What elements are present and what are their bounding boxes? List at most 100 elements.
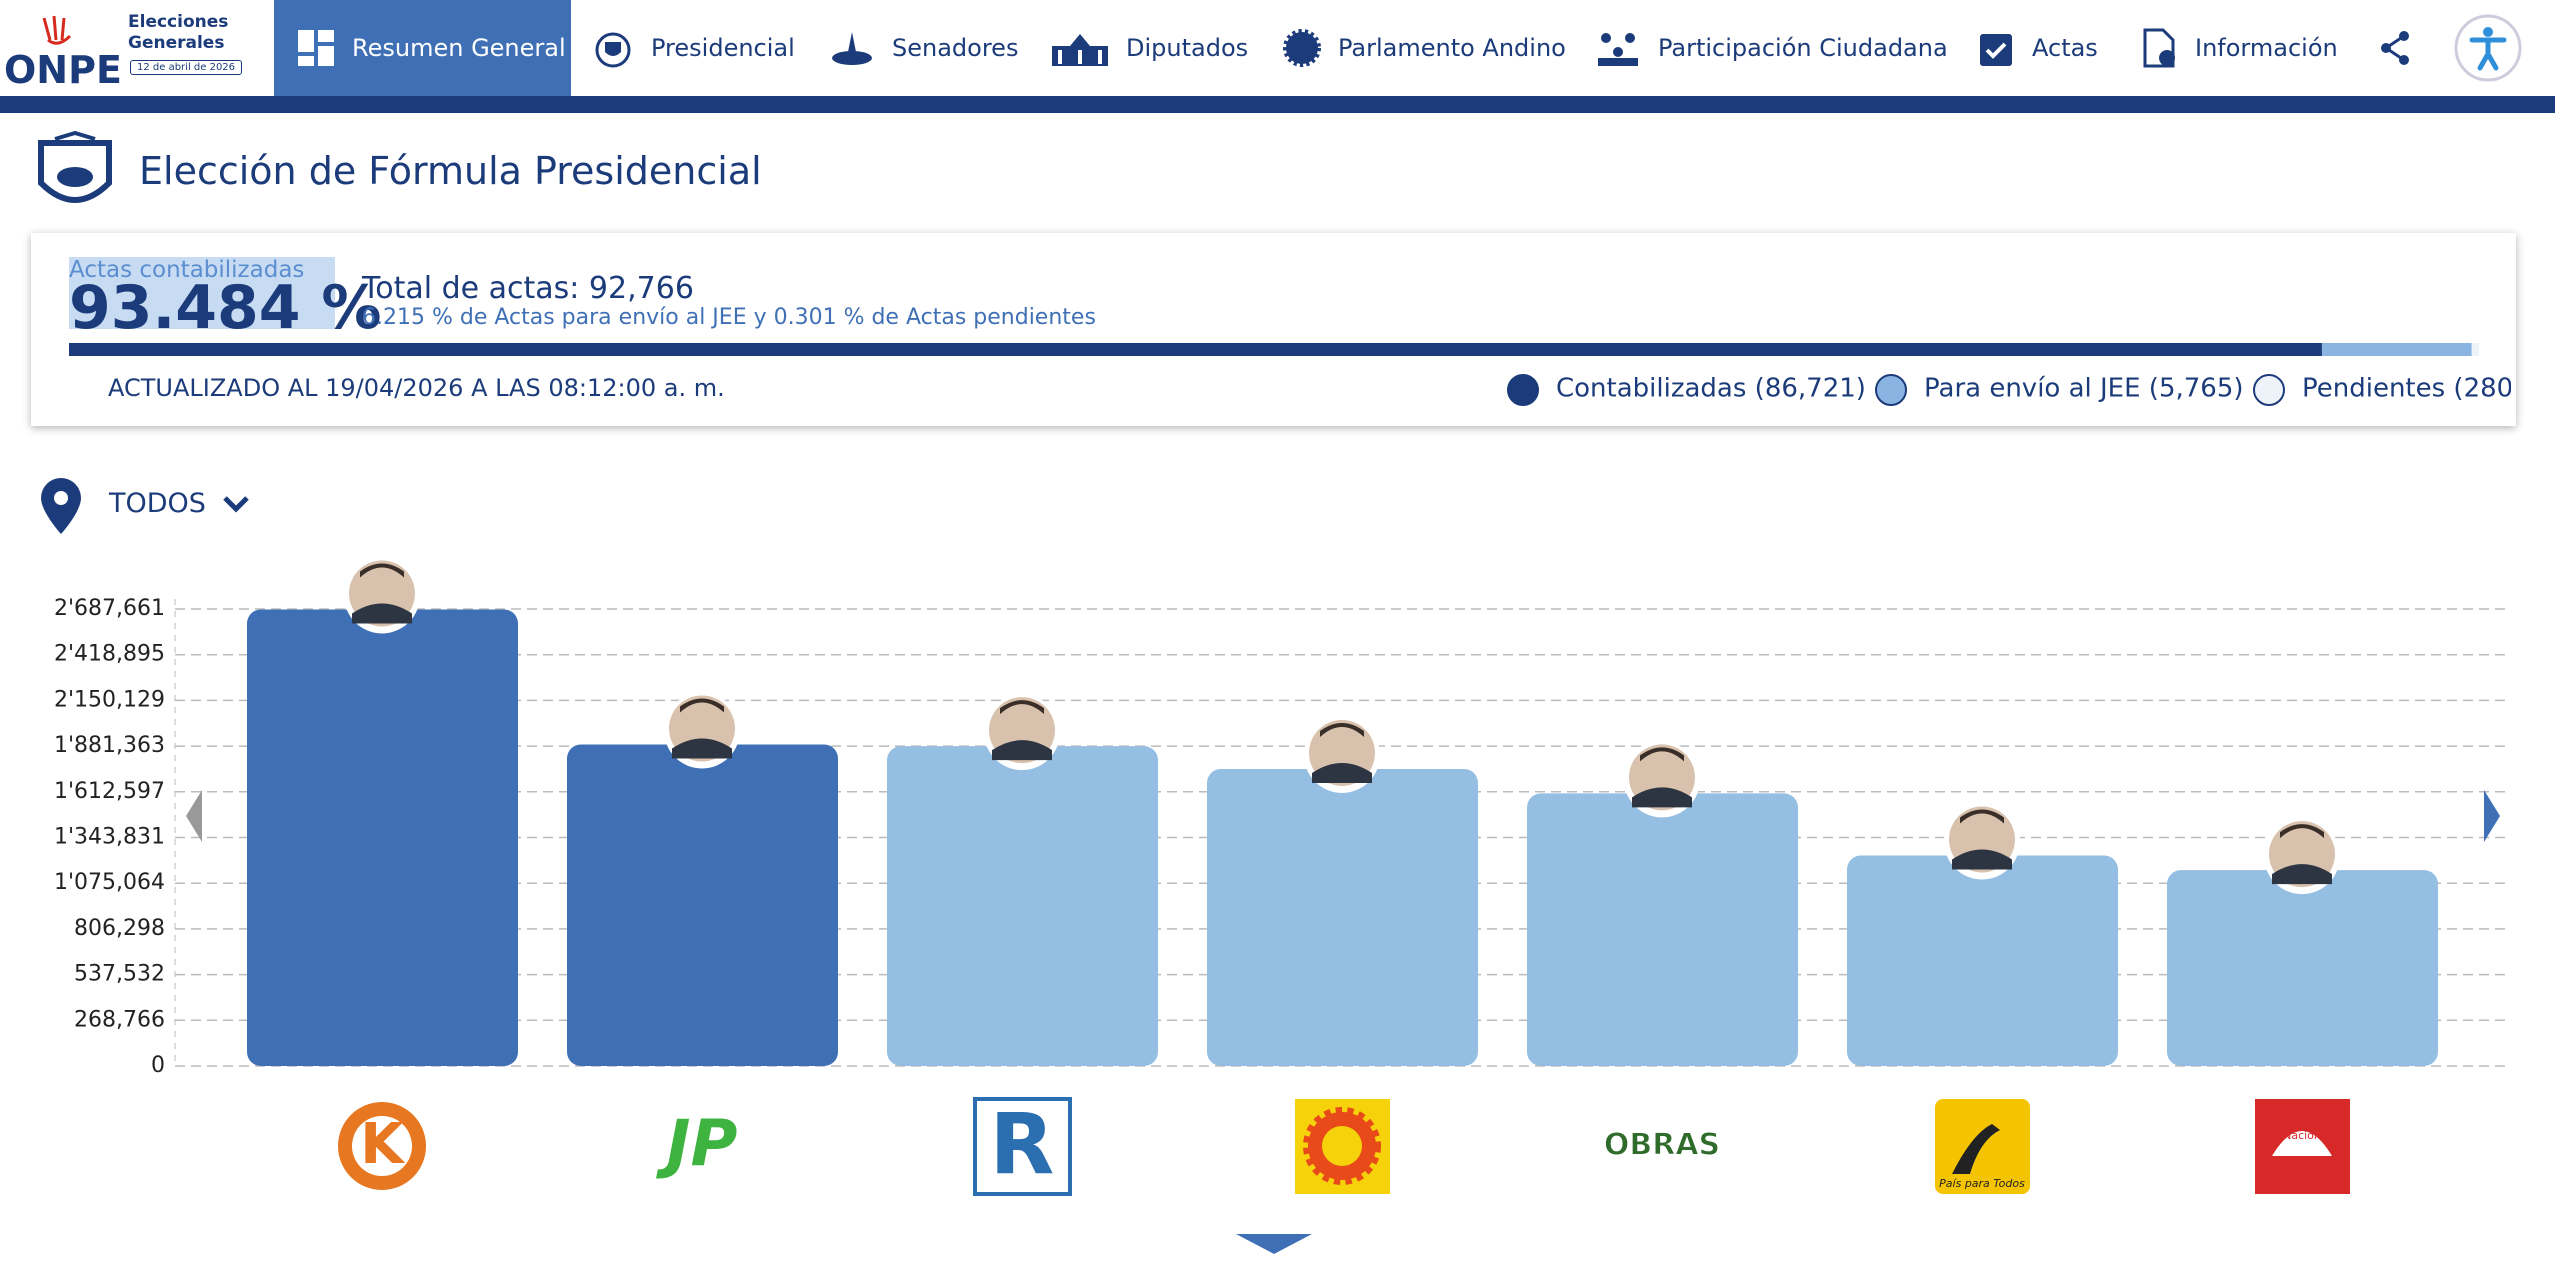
legend-dot bbox=[1875, 374, 1907, 406]
legend-dot bbox=[1507, 374, 1539, 406]
legend-dot bbox=[2253, 374, 2285, 406]
candidate-photo-detail bbox=[1960, 809, 2004, 824]
y-tick-label: 1'881,363 bbox=[54, 733, 165, 758]
progress-segment bbox=[69, 343, 2322, 356]
nav-stripe bbox=[0, 96, 2555, 113]
y-tick-label: 2'150,129 bbox=[54, 687, 165, 712]
logo-art bbox=[42, 15, 72, 45]
bar[interactable] bbox=[247, 609, 518, 1066]
filter-label[interactable]: TODOS bbox=[109, 488, 206, 519]
logo-shape bbox=[973, 1097, 1072, 1196]
nav-label: Participación Ciudadana bbox=[1658, 34, 1948, 62]
progress-segment bbox=[2471, 343, 2479, 356]
icon bbox=[1052, 34, 1108, 66]
carousel-next[interactable] bbox=[2484, 790, 2500, 842]
summary-detail: 6.215 % de Actas para envío al JEE y 0.3… bbox=[362, 305, 1096, 330]
nav-tab[interactable]: Actas bbox=[1976, 0, 2098, 96]
bar[interactable] bbox=[1847, 855, 2118, 1066]
page-title: Elección de Fórmula Presidencial bbox=[139, 149, 762, 193]
logo: ONPE Elecciones Generales 12 de abril de… bbox=[4, 8, 270, 92]
icon bbox=[298, 30, 334, 66]
party-logo[interactable] bbox=[1295, 1099, 1390, 1194]
candidate-photo-detail bbox=[1640, 747, 1684, 762]
bar[interactable] bbox=[1527, 793, 1798, 1066]
nav-label: Senadores bbox=[892, 34, 1019, 62]
icon bbox=[595, 32, 631, 68]
candidate-photo-detail bbox=[1632, 787, 1692, 808]
candidate-photo-detail bbox=[360, 563, 404, 578]
bar[interactable] bbox=[1207, 768, 1478, 1066]
summary-label: Actas contabilizadas bbox=[69, 257, 305, 283]
y-tick-label: 1'343,831 bbox=[54, 824, 165, 849]
candidate-photo-detail bbox=[1952, 849, 2012, 870]
dropdown-chevron[interactable] bbox=[222, 494, 250, 514]
party-logo[interactable]: K bbox=[338, 1102, 426, 1190]
share-icon[interactable] bbox=[2378, 30, 2414, 66]
chart: 0 268,766 537,532 806,298 1'075,064 1'343,831… bbox=[54, 557, 2506, 1254]
nav-tab[interactable]: Presidencial bbox=[591, 0, 795, 96]
nav-label: Presidencial bbox=[651, 34, 795, 62]
logo-text: K bbox=[360, 1112, 406, 1177]
nav-label: Actas bbox=[2032, 34, 2098, 62]
emblem bbox=[38, 131, 112, 203]
carousel-prev[interactable] bbox=[186, 790, 202, 842]
y-tick-label: 537,532 bbox=[74, 962, 165, 987]
nav-tab[interactable]: Parlamento Andino bbox=[1282, 0, 1566, 96]
bar[interactable] bbox=[567, 744, 838, 1066]
legend-label: Pendientes (280) bbox=[2302, 374, 2511, 404]
y-tick-label: 806,298 bbox=[74, 916, 165, 941]
party-logo[interactable]: Nación bbox=[2255, 1099, 2350, 1194]
logo-shape bbox=[2272, 1131, 2332, 1156]
party-logo[interactable]: País para Todos bbox=[1935, 1099, 2030, 1194]
nav-tab[interactable]: Participación Ciudadana bbox=[1594, 0, 1948, 96]
logo-shape bbox=[352, 1116, 412, 1176]
bar[interactable] bbox=[887, 746, 1158, 1066]
y-tick-label: 0 bbox=[151, 1053, 165, 1078]
pin-icon[interactable] bbox=[38, 476, 84, 536]
nav-tab-active[interactable]: Resumen General bbox=[274, 0, 571, 96]
icon bbox=[2143, 28, 2175, 68]
legend: Contabilizadas (86,721) Para envío al JEE… bbox=[1507, 374, 2511, 406]
candidate-photo-detail bbox=[680, 698, 724, 713]
icon bbox=[832, 32, 872, 65]
logo-text: País para Todos bbox=[1939, 1177, 2025, 1190]
logo-text: JP bbox=[656, 1108, 738, 1182]
icon bbox=[1980, 34, 2012, 66]
icon bbox=[1598, 33, 1638, 66]
logo-title: Elecciones Generales bbox=[128, 12, 229, 53]
y-tick-label: 2'418,895 bbox=[54, 642, 165, 667]
party-logo[interactable]: JP bbox=[656, 1108, 738, 1182]
candidate-photo-detail bbox=[992, 740, 1052, 761]
nav-tab[interactable]: Información bbox=[2139, 0, 2338, 96]
accessibility-button[interactable] bbox=[2452, 12, 2524, 84]
summary-card: Actas contabilizadas 93.484 % Total de a… bbox=[31, 233, 2516, 426]
nav-label: Parlamento Andino bbox=[1338, 34, 1566, 62]
party-logo[interactable]: OBRAS bbox=[1603, 1127, 1720, 1163]
highlight bbox=[69, 257, 335, 329]
nav-label: Resumen General bbox=[352, 34, 566, 62]
candidate-photo-detail bbox=[1320, 722, 1364, 737]
logo-text: Nación bbox=[2283, 1129, 2321, 1142]
scroll-down[interactable] bbox=[1236, 1234, 1312, 1254]
y-tick-label: 1'612,597 bbox=[54, 779, 165, 804]
candidate-photo-detail bbox=[2280, 824, 2324, 839]
legend-label: Contabilizadas (86,721) bbox=[1556, 374, 1866, 404]
party-logo[interactable]: R bbox=[973, 1095, 1072, 1196]
nav-tab[interactable]: Diputados bbox=[1050, 0, 1248, 96]
y-tick-label: 1'075,064 bbox=[54, 870, 165, 895]
logo-text: OBRAS bbox=[1604, 1128, 1720, 1163]
legend-label: Para envío al JEE (5,765) bbox=[1924, 374, 2244, 404]
logo-text: ONPE bbox=[4, 48, 122, 92]
nav-tab[interactable]: Senadores bbox=[828, 0, 1018, 96]
summary-total: Total de actas: 92,766 bbox=[362, 271, 694, 306]
logo-date: 12 de abril de 2026 bbox=[130, 60, 243, 75]
logo-text: R bbox=[990, 1095, 1055, 1193]
progress-segment bbox=[2321, 343, 2472, 356]
bar[interactable] bbox=[2167, 870, 2438, 1066]
candidate-photo-detail bbox=[352, 603, 412, 624]
top-nav: ONPE Elecciones Generales 12 de abril de… bbox=[0, 0, 2560, 96]
candidate-photo-detail bbox=[2272, 864, 2332, 885]
logo-shape bbox=[1322, 1126, 1362, 1166]
candidate-photo-detail bbox=[672, 738, 732, 759]
